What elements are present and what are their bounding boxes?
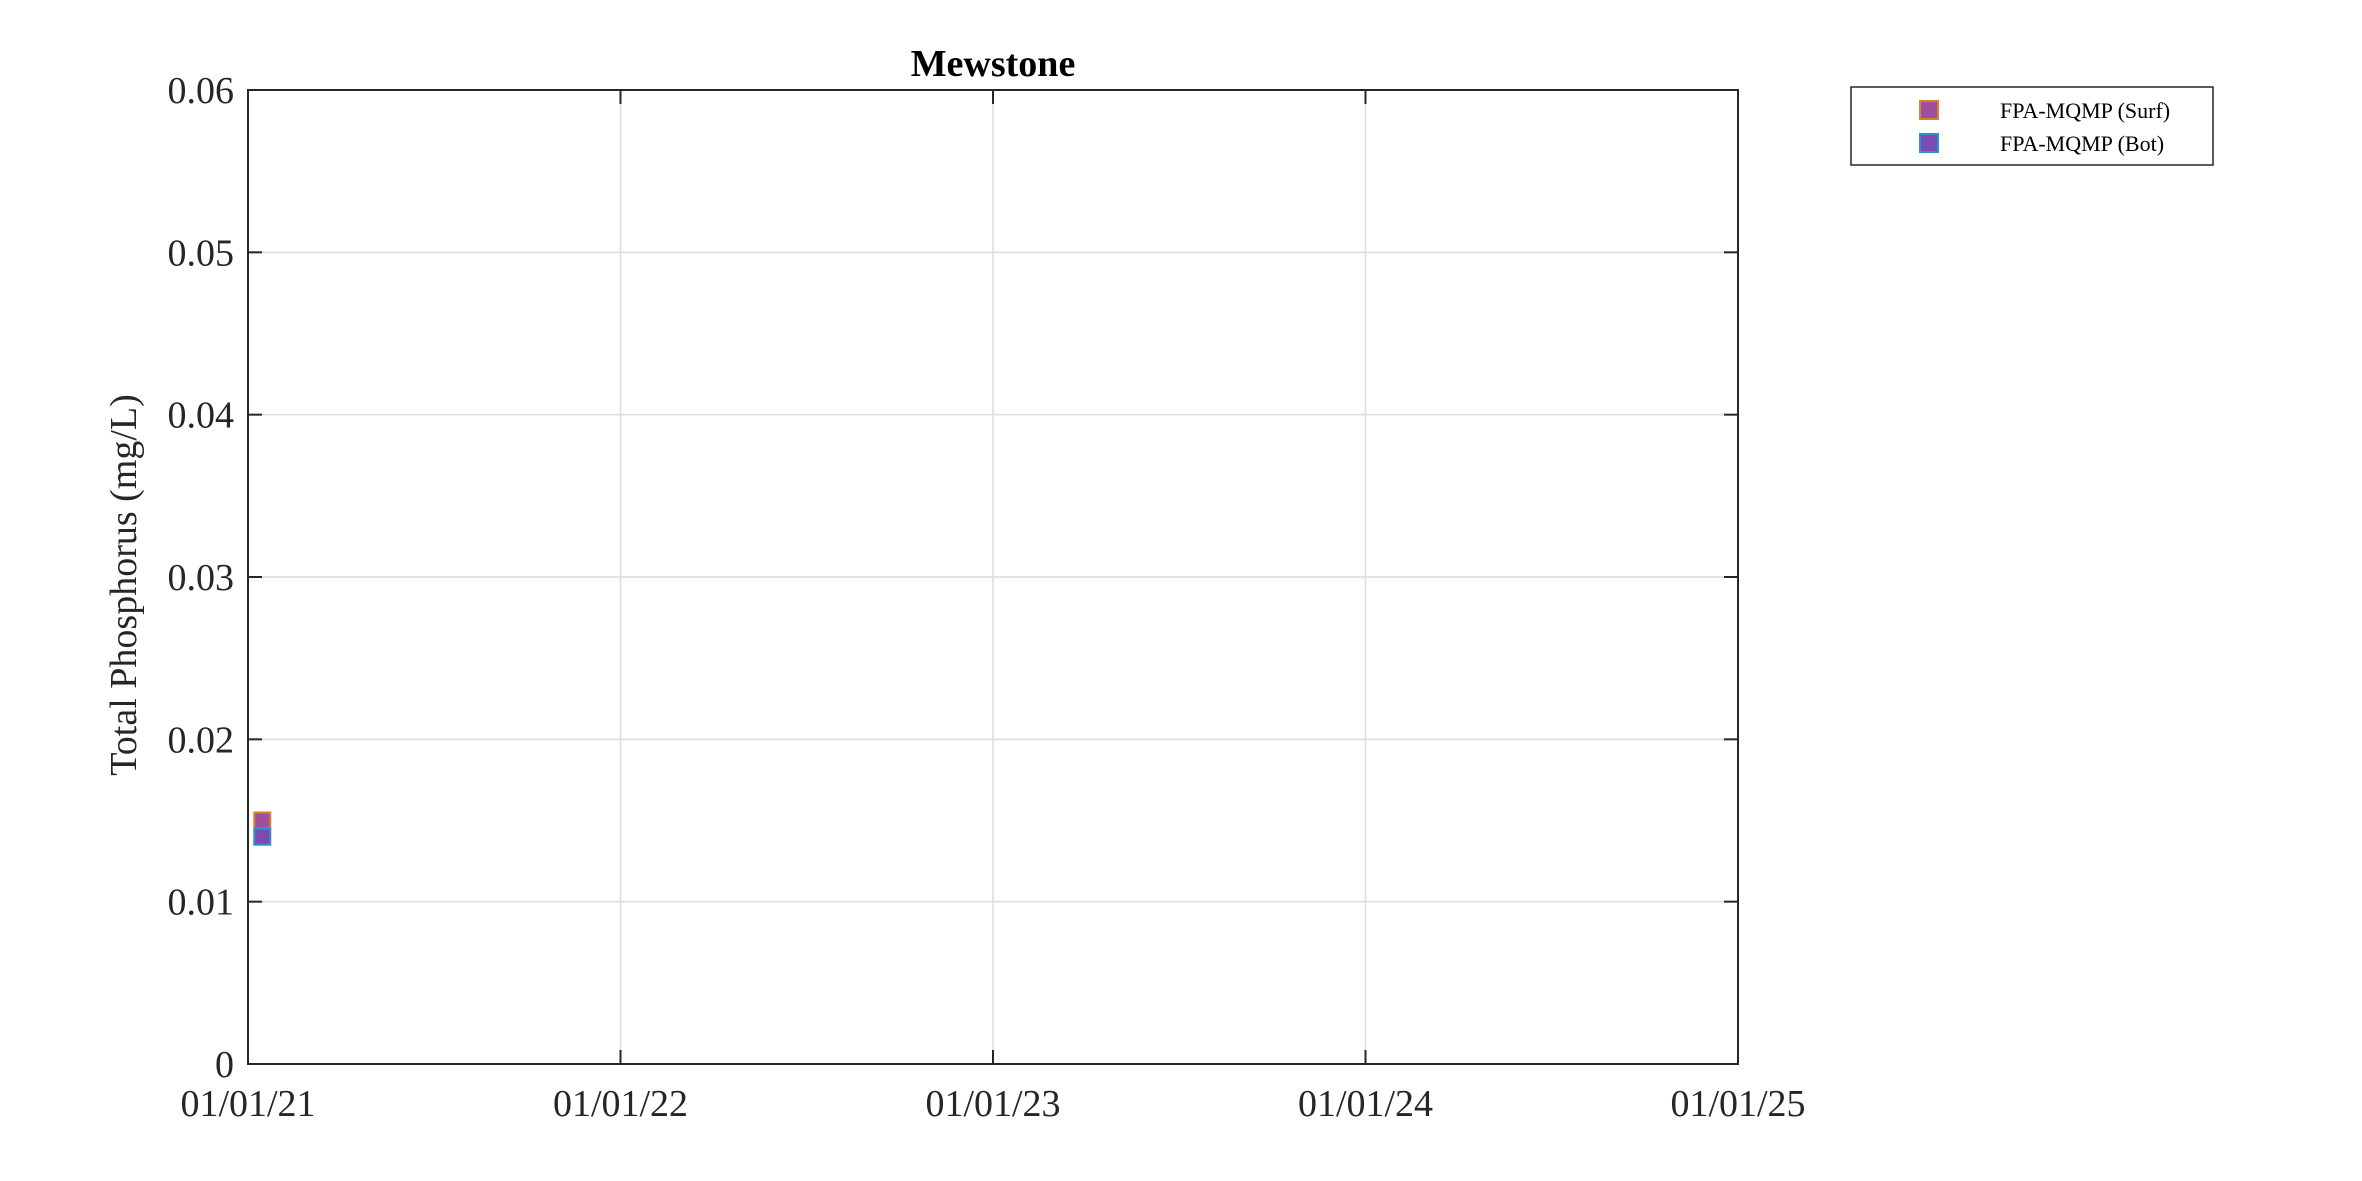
legend: FPA-MQMP (Surf) FPA-MQMP (Bot) (1850, 86, 2214, 166)
x-tick-label: 01/01/23 (925, 1083, 1060, 1125)
y-tick-labels: 0 0.01 0.02 0.03 0.04 0.05 0.06 (168, 70, 235, 1086)
legend-box (1850, 86, 2214, 166)
axis-ticks (247, 89, 1739, 1065)
y-axis-label: Total Phosphorus (mg/L) (103, 394, 145, 776)
grid-lines (248, 90, 1738, 1064)
y-tick-label: 0.03 (168, 557, 235, 599)
data-points (253, 811, 272, 846)
x-tick-label: 01/01/25 (1670, 1083, 1805, 1125)
data-point-bot (253, 827, 272, 846)
x-tick-labels: 01/01/21 01/01/22 01/01/23 01/01/24 01/01/25 (180, 1083, 1805, 1125)
y-tick-label: 0.02 (168, 719, 235, 761)
x-tick-label: 01/01/21 (180, 1083, 315, 1125)
x-tick-label: 01/01/22 (553, 1083, 688, 1125)
legend-marker (1919, 133, 1939, 153)
legend-marker (1919, 100, 1939, 120)
chart-title: Mewstone (911, 43, 1076, 85)
legend-label: FPA-MQMP (Surf) (2000, 98, 2170, 123)
y-tick-label: 0 (215, 1044, 234, 1086)
x-tick-label: 01/01/24 (1298, 1083, 1433, 1125)
y-tick-label: 0.04 (168, 395, 235, 437)
y-tick-label: 0.01 (168, 882, 235, 924)
data-point-surf (253, 811, 272, 830)
legend-label: FPA-MQMP (Bot) (2000, 131, 2164, 156)
y-tick-label: 0.05 (168, 232, 235, 274)
y-tick-label: 0.06 (168, 70, 235, 112)
